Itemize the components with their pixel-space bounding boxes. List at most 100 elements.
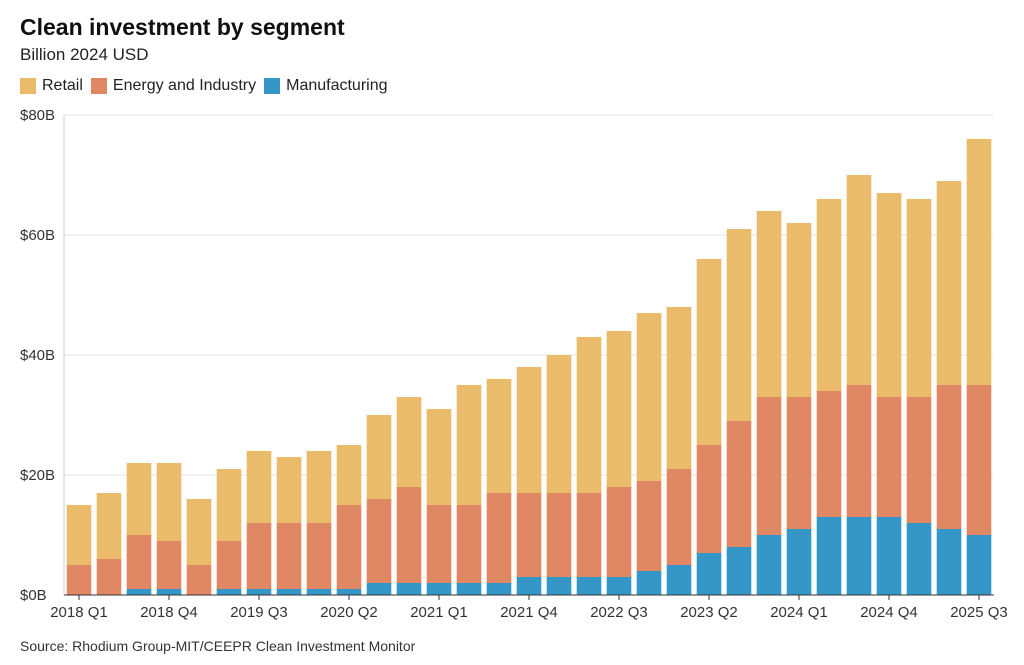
bar-retail [156, 463, 182, 541]
bar-energy-and-industry [66, 565, 92, 595]
bar-manufacturing [576, 577, 602, 595]
x-tick-label: 2024 Q4 [860, 604, 918, 621]
bar-energy-and-industry [636, 481, 662, 571]
bar-retail [876, 193, 902, 397]
bar-manufacturing [846, 517, 872, 595]
bar-retail [216, 469, 242, 541]
bar-retail [186, 499, 212, 565]
legend-label-energy-and-industry: Energy and Industry [112, 77, 257, 94]
bar-energy-and-industry [846, 385, 872, 517]
bar-energy-and-industry [306, 523, 332, 589]
bar-energy-and-industry [246, 523, 272, 589]
bar-manufacturing [126, 589, 152, 595]
bar-manufacturing [456, 583, 482, 595]
bar-energy-and-industry [786, 397, 812, 529]
bar-retail [426, 409, 452, 505]
bar-manufacturing [246, 589, 272, 595]
bar-retail [276, 457, 302, 523]
bar-manufacturing [816, 517, 842, 595]
bar-retail [636, 313, 662, 481]
bars [66, 139, 992, 595]
bar-energy-and-industry [756, 397, 782, 535]
chart-subtitle: Billion 2024 USD [20, 45, 149, 64]
bar-manufacturing [636, 571, 662, 595]
x-tick-label: 2024 Q1 [770, 604, 828, 621]
bar-manufacturing [156, 589, 182, 595]
bar-energy-and-industry [516, 493, 542, 577]
bar-energy-and-industry [966, 385, 992, 535]
bar-manufacturing [696, 553, 722, 595]
x-tick-label: 2018 Q1 [50, 604, 108, 621]
bar-energy-and-industry [696, 445, 722, 553]
bar-energy-and-industry [186, 565, 212, 595]
bar-retail [966, 139, 992, 385]
bar-retail [516, 367, 542, 493]
bar-manufacturing [606, 577, 632, 595]
y-tick-label: $40B [20, 347, 55, 364]
y-tick-label: $0B [20, 587, 47, 604]
bar-energy-and-industry [276, 523, 302, 589]
x-tick-label: 2021 Q4 [500, 604, 558, 621]
bar-energy-and-industry [396, 487, 422, 583]
bar-retail [96, 493, 122, 559]
bar-retail [786, 223, 812, 397]
bar-retail [696, 259, 722, 445]
bar-retail [576, 337, 602, 493]
legend-item-retail: Retail [20, 77, 83, 95]
bar-retail [546, 355, 572, 493]
y-tick-label: $80B [20, 107, 55, 124]
bar-manufacturing [666, 565, 692, 595]
legend-item-energy-and-industry: Energy and Industry [90, 77, 257, 95]
bar-manufacturing [276, 589, 302, 595]
bar-retail [246, 451, 272, 523]
bar-manufacturing [396, 583, 422, 595]
bar-manufacturing [216, 589, 242, 595]
bar-manufacturing [876, 517, 902, 595]
bar-manufacturing [516, 577, 542, 595]
bar-energy-and-industry [216, 541, 242, 589]
bar-manufacturing [726, 547, 752, 595]
bar-retail [846, 175, 872, 385]
bar-manufacturing [756, 535, 782, 595]
x-tick-label: 2020 Q2 [320, 604, 378, 621]
legend-label-manufacturing: Manufacturing [286, 77, 388, 94]
bar-energy-and-industry [726, 421, 752, 547]
x-tick-label: 2019 Q3 [230, 604, 288, 621]
x-tick-label: 2025 Q3 [950, 604, 1008, 621]
bar-manufacturing [786, 529, 812, 595]
x-tick-label: 2022 Q3 [590, 604, 648, 621]
bar-retail [126, 463, 152, 535]
bar-energy-and-industry [456, 505, 482, 583]
bar-retail [486, 379, 512, 493]
bar-manufacturing [546, 577, 572, 595]
bar-energy-and-industry [336, 505, 362, 589]
bar-energy-and-industry [816, 391, 842, 517]
bar-energy-and-industry [156, 541, 182, 589]
bar-retail [666, 307, 692, 469]
legend-swatch-energy-and-industry [90, 78, 107, 94]
bar-retail [606, 331, 632, 487]
bar-energy-and-industry [546, 493, 572, 577]
bar-energy-and-industry [876, 397, 902, 517]
bar-retail [336, 445, 362, 505]
bar-manufacturing [936, 529, 962, 595]
legend-swatch-retail [20, 78, 36, 94]
bar-manufacturing [426, 583, 452, 595]
bar-manufacturing [336, 589, 362, 595]
bar-energy-and-industry [666, 469, 692, 565]
bar-retail [816, 199, 842, 391]
legend-swatch-manufacturing [264, 78, 281, 94]
bar-manufacturing [966, 535, 992, 595]
bar-energy-and-industry [366, 499, 392, 583]
legend: Retail Energy and Industry Manufacturing [20, 77, 396, 95]
bar-retail [306, 451, 332, 523]
bar-energy-and-industry [96, 559, 122, 595]
y-tick-label: $60B [20, 227, 55, 244]
bar-energy-and-industry [906, 397, 932, 523]
bar-retail [396, 397, 422, 487]
bar-energy-and-industry [606, 487, 632, 577]
legend-label-retail: Retail [42, 77, 83, 94]
x-axis-ticks: 2018 Q1 2018 Q4 2019 Q3 2020 Q2 2021 Q1 2021 … [50, 595, 1008, 621]
bar-energy-and-industry [936, 385, 962, 529]
bar-manufacturing [906, 523, 932, 595]
